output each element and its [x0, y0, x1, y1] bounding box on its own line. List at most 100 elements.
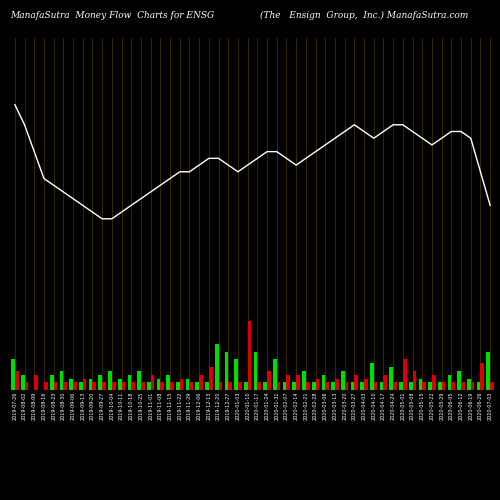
Bar — [79, 382, 82, 390]
Bar — [108, 371, 112, 390]
Bar — [24, 382, 28, 390]
Bar — [480, 364, 484, 390]
Bar — [238, 382, 242, 390]
Bar — [44, 382, 48, 390]
Bar — [102, 382, 106, 390]
Bar — [34, 374, 38, 390]
Bar — [199, 374, 203, 390]
Bar — [354, 374, 358, 390]
Bar — [160, 382, 164, 390]
Bar — [60, 371, 64, 390]
Bar — [190, 382, 193, 390]
Bar — [21, 374, 24, 390]
Bar — [292, 382, 296, 390]
Bar — [422, 382, 426, 390]
Bar — [350, 382, 354, 390]
Bar — [131, 382, 135, 390]
Bar — [312, 382, 316, 390]
Bar — [370, 364, 374, 390]
Bar — [380, 382, 384, 390]
Bar — [150, 374, 154, 390]
Bar — [180, 378, 184, 390]
Bar — [428, 382, 432, 390]
Bar — [438, 382, 442, 390]
Text: ManafaSutra  Money Flow  Charts for ENSG: ManafaSutra Money Flow Charts for ENSG — [10, 11, 214, 20]
Bar — [73, 382, 76, 390]
Bar — [384, 374, 387, 390]
Bar — [302, 371, 306, 390]
Bar — [283, 382, 286, 390]
Bar — [186, 378, 190, 390]
Bar — [205, 382, 209, 390]
Bar — [296, 374, 300, 390]
Bar — [477, 382, 480, 390]
Bar — [215, 344, 218, 390]
Bar — [70, 378, 73, 390]
Bar — [112, 382, 116, 390]
Bar — [412, 371, 416, 390]
Bar — [335, 378, 338, 390]
Bar — [224, 352, 228, 390]
Bar — [244, 382, 248, 390]
Bar — [138, 371, 141, 390]
Bar — [196, 382, 199, 390]
Bar — [141, 382, 144, 390]
Bar — [277, 382, 280, 390]
Bar — [399, 382, 403, 390]
Bar — [306, 382, 310, 390]
Bar — [273, 360, 277, 390]
Bar — [54, 382, 58, 390]
Bar — [166, 374, 170, 390]
Bar — [267, 371, 270, 390]
Bar — [64, 382, 67, 390]
Bar — [341, 371, 344, 390]
Bar — [448, 374, 452, 390]
Bar — [344, 382, 348, 390]
Bar — [364, 378, 368, 390]
Bar — [467, 378, 471, 390]
Bar — [458, 371, 461, 390]
Bar — [432, 374, 436, 390]
Bar — [360, 382, 364, 390]
Bar — [461, 382, 464, 390]
Bar — [11, 360, 15, 390]
Bar — [490, 382, 494, 390]
Bar — [254, 352, 258, 390]
Bar — [118, 378, 122, 390]
Bar — [15, 371, 18, 390]
Bar — [83, 378, 86, 390]
Bar — [228, 382, 232, 390]
Bar — [128, 374, 132, 390]
Bar — [147, 382, 150, 390]
Bar — [209, 367, 212, 390]
Bar — [122, 382, 125, 390]
Bar — [332, 382, 335, 390]
Bar — [393, 382, 397, 390]
Bar — [50, 374, 53, 390]
Bar — [286, 374, 290, 390]
Bar — [409, 382, 412, 390]
Bar — [471, 382, 474, 390]
Bar — [403, 360, 406, 390]
Bar — [218, 382, 222, 390]
Bar — [92, 382, 96, 390]
Bar — [264, 382, 267, 390]
Bar — [322, 374, 325, 390]
Bar — [442, 382, 446, 390]
Bar — [234, 360, 238, 390]
Bar — [89, 378, 92, 390]
Bar — [418, 378, 422, 390]
Bar — [98, 374, 102, 390]
Bar — [390, 367, 393, 390]
Bar — [316, 378, 319, 390]
Bar — [452, 382, 455, 390]
Bar — [374, 382, 378, 390]
Bar — [325, 382, 329, 390]
Bar — [248, 322, 252, 390]
Bar — [170, 382, 173, 390]
Bar — [156, 378, 160, 390]
Bar — [176, 382, 180, 390]
Bar — [258, 382, 261, 390]
Text: (The   Ensign  Group,  Inc.) ManafaSutra.com: (The Ensign Group, Inc.) ManafaSutra.com — [260, 11, 468, 20]
Bar — [486, 352, 490, 390]
